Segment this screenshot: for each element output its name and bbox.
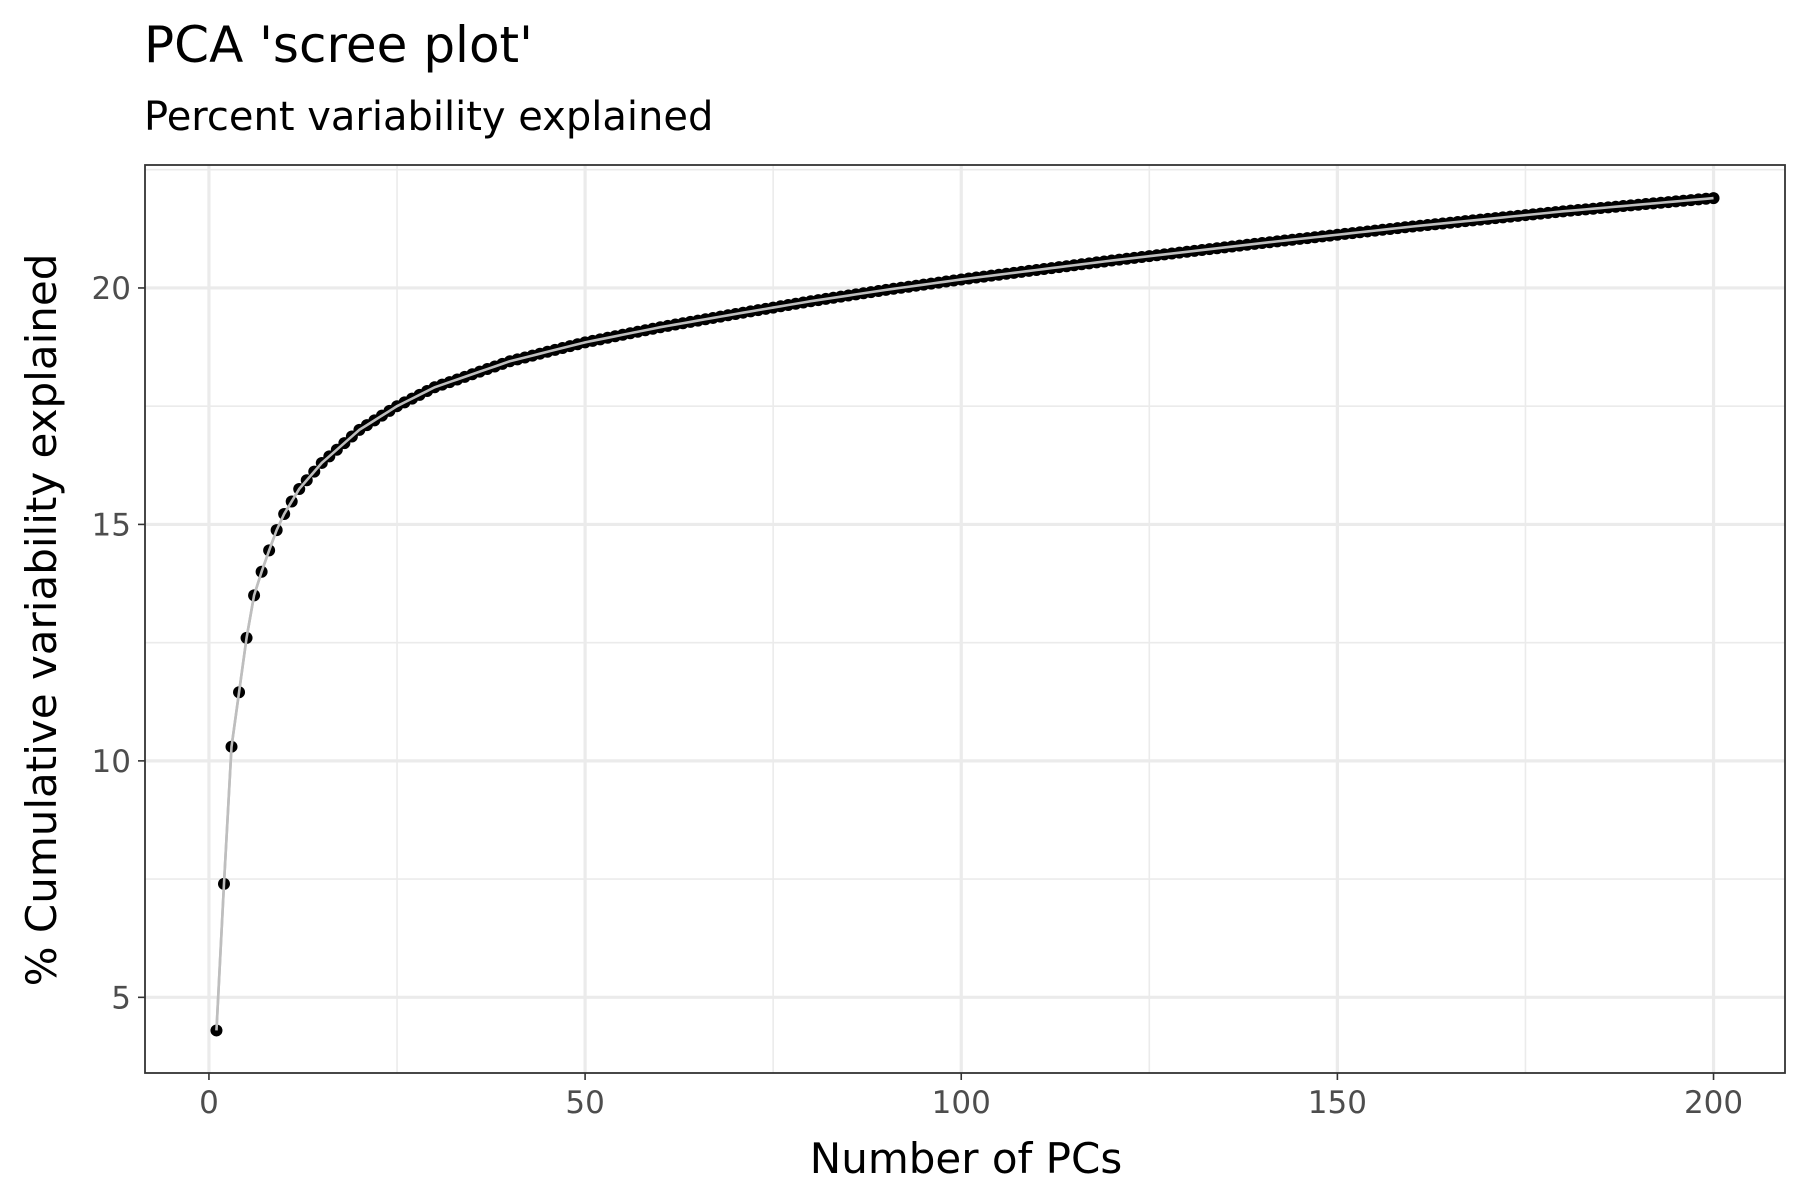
grid-layer bbox=[145, 165, 1785, 1073]
y-tick-label: 15 bbox=[92, 507, 131, 543]
plot-panel-border bbox=[144, 164, 1786, 1074]
y-tick-label: 10 bbox=[92, 744, 131, 780]
x-axis-title: Number of PCs bbox=[810, 1134, 1122, 1183]
chart-subtitle: Percent variability explained bbox=[144, 94, 713, 140]
x-tick-label: 200 bbox=[1684, 1085, 1743, 1121]
chart-title: PCA 'scree plot' bbox=[144, 16, 533, 74]
y-tick-label: 20 bbox=[92, 271, 131, 307]
x-tick-label: 150 bbox=[1308, 1085, 1367, 1121]
y-axis-title: % Cumulative variability explained bbox=[17, 254, 66, 987]
x-tick-label: 100 bbox=[932, 1085, 991, 1121]
axes-layer: 0 50 100 150 200 5 10 15 20 bbox=[92, 271, 1744, 1121]
y-tick-label: 5 bbox=[111, 980, 131, 1016]
series-layer bbox=[210, 192, 1720, 1037]
cumulative-variance-line-overlay bbox=[215, 196, 1714, 1031]
x-tick-label: 0 bbox=[199, 1085, 219, 1121]
x-tick-label: 50 bbox=[565, 1085, 604, 1121]
